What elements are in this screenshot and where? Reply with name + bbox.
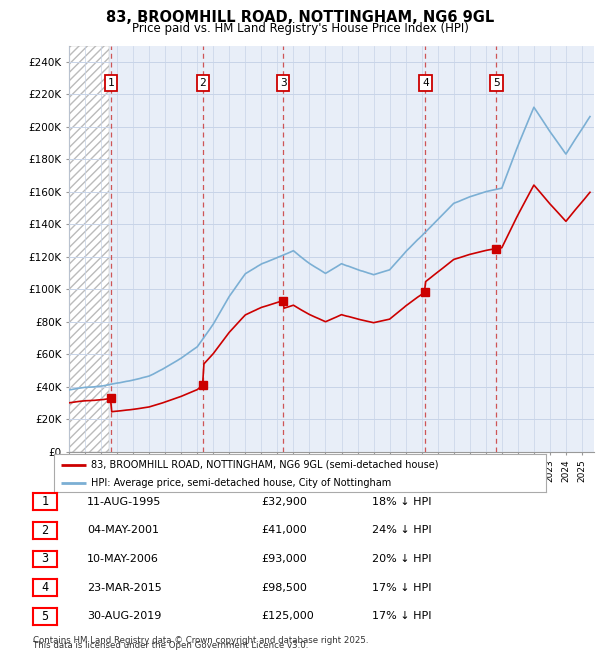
Text: Contains HM Land Registry data © Crown copyright and database right 2025.: Contains HM Land Registry data © Crown c… [33, 636, 368, 645]
Text: Price paid vs. HM Land Registry's House Price Index (HPI): Price paid vs. HM Land Registry's House … [131, 22, 469, 35]
Text: £125,000: £125,000 [261, 611, 314, 621]
Text: 04-MAY-2001: 04-MAY-2001 [87, 525, 159, 536]
Text: £41,000: £41,000 [261, 525, 307, 536]
Text: 1: 1 [41, 495, 49, 508]
Text: 2: 2 [199, 78, 206, 88]
Text: 4: 4 [41, 581, 49, 594]
Text: 5: 5 [41, 610, 49, 623]
Text: 10-MAY-2006: 10-MAY-2006 [87, 554, 159, 564]
Text: 30-AUG-2019: 30-AUG-2019 [87, 611, 161, 621]
Text: 1: 1 [107, 78, 114, 88]
Text: 17% ↓ HPI: 17% ↓ HPI [372, 582, 431, 593]
Text: 24% ↓ HPI: 24% ↓ HPI [372, 525, 431, 536]
Text: £93,000: £93,000 [261, 554, 307, 564]
Text: £98,500: £98,500 [261, 582, 307, 593]
Text: 18% ↓ HPI: 18% ↓ HPI [372, 497, 431, 507]
Text: 23-MAR-2015: 23-MAR-2015 [87, 582, 162, 593]
Text: HPI: Average price, semi-detached house, City of Nottingham: HPI: Average price, semi-detached house,… [91, 478, 391, 488]
Text: This data is licensed under the Open Government Licence v3.0.: This data is licensed under the Open Gov… [33, 641, 308, 650]
Text: 5: 5 [493, 78, 500, 88]
Text: 2: 2 [41, 524, 49, 537]
Text: 3: 3 [280, 78, 287, 88]
Text: 20% ↓ HPI: 20% ↓ HPI [372, 554, 431, 564]
Text: 17% ↓ HPI: 17% ↓ HPI [372, 611, 431, 621]
Text: 3: 3 [41, 552, 49, 566]
Text: 11-AUG-1995: 11-AUG-1995 [87, 497, 161, 507]
Text: 83, BROOMHILL ROAD, NOTTINGHAM, NG6 9GL: 83, BROOMHILL ROAD, NOTTINGHAM, NG6 9GL [106, 10, 494, 25]
Text: £32,900: £32,900 [261, 497, 307, 507]
Text: 83, BROOMHILL ROAD, NOTTINGHAM, NG6 9GL (semi-detached house): 83, BROOMHILL ROAD, NOTTINGHAM, NG6 9GL … [91, 460, 439, 470]
Text: 4: 4 [422, 78, 429, 88]
